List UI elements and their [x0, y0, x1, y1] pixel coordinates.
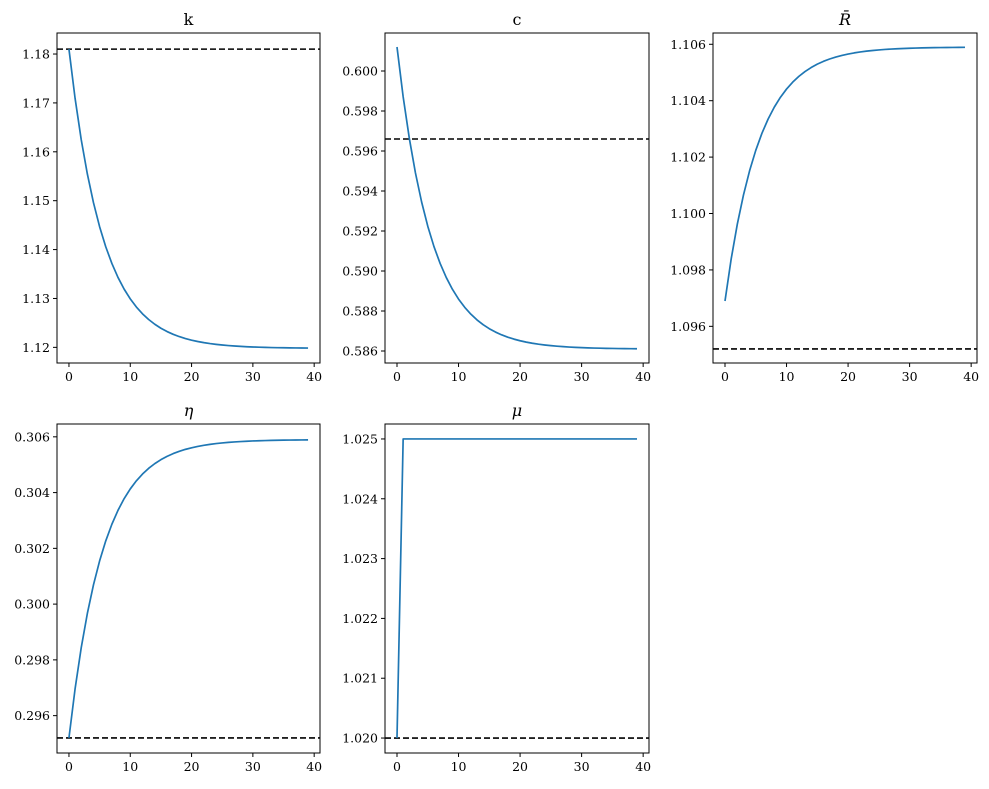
x-tick-label: 20: [184, 369, 200, 384]
x-tick-label: 20: [840, 369, 856, 384]
y-tick-label: 1.13: [22, 291, 50, 306]
series-line-1: [724, 46, 966, 302]
panel-title: c: [513, 10, 522, 29]
y-tick-label: 0.300: [14, 597, 50, 612]
panel-title: η: [184, 401, 194, 420]
y-tick-label: 0.298: [14, 652, 50, 667]
y-tick-label: 1.104: [670, 93, 706, 108]
x-tick-label: 10: [122, 369, 138, 384]
y-tick-label: 1.025: [342, 431, 378, 446]
y-tick-label: 1.100: [670, 206, 706, 221]
panel-title: k: [184, 10, 194, 29]
series-line-1: [396, 46, 638, 350]
y-tick-label: 0.304: [14, 485, 50, 500]
y-tick-label: 1.102: [670, 150, 706, 165]
panel-1: k 0 10 20 30 40 1.12 1.13 1.14 1.15 1.16 1.17 1.18: [22, 10, 322, 384]
panel-2: c 0 10 20 30 40 0.586 0.588 0.590 0.592 0.594 0.596…: [342, 10, 651, 384]
y-tick-label: 0.592: [342, 224, 378, 239]
series-line-1: [68, 49, 309, 349]
x-tick-label: 20: [184, 759, 200, 774]
y-tick-label: 1.15: [22, 193, 50, 208]
y-tick-label: 0.296: [14, 708, 50, 723]
x-tick-label: 40: [635, 759, 651, 774]
axes-frame: [384, 423, 650, 754]
axes-frame: [712, 32, 978, 364]
panel-4: η 0 10 20 30 40 0.296 0.298 0.300 0.302 0.304 0.306: [14, 401, 322, 774]
y-tick-label: 1.17: [22, 95, 50, 110]
x-tick-label: 20: [512, 759, 528, 774]
y-tick-label: 1.14: [22, 242, 50, 257]
y-tick-label: 0.302: [14, 541, 50, 556]
x-tick-label: 30: [245, 369, 261, 384]
x-tick-label: 10: [451, 369, 467, 384]
x-tick-label: 30: [902, 369, 918, 384]
y-tick-label: 0.590: [342, 264, 378, 279]
series-line-1: [396, 438, 637, 739]
x-tick-label: 10: [122, 759, 138, 774]
x-tick-label: 30: [574, 759, 590, 774]
series-line-1: [68, 439, 309, 739]
y-tick-label: 1.024: [342, 491, 378, 506]
panel-3: R̄ 0 10 20 30 40 1.096 1.098 1.100 1.102 1.104 1.10…: [670, 8, 979, 384]
x-tick-label: 40: [306, 369, 322, 384]
x-tick-label: 40: [635, 369, 651, 384]
y-tick-label: 1.020: [342, 731, 378, 746]
x-tick-label: 10: [451, 759, 467, 774]
y-tick-label: 0.306: [14, 429, 50, 444]
y-tick-label: 1.106: [670, 37, 706, 52]
panel-title: μ: [512, 401, 522, 420]
y-tick-label: 1.18: [22, 47, 50, 62]
y-tick-label: 0.596: [342, 144, 378, 159]
y-tick-label: 1.096: [670, 319, 706, 334]
axes-frame: [56, 423, 321, 754]
y-tick-label: 0.598: [342, 104, 378, 119]
x-tick-label: 0: [65, 369, 73, 384]
x-tick-label: 40: [963, 369, 979, 384]
x-tick-label: 0: [393, 759, 401, 774]
y-tick-label: 1.12: [22, 340, 50, 355]
x-tick-label: 0: [721, 369, 729, 384]
y-tick-label: 0.588: [342, 304, 378, 319]
y-tick-label: 1.021: [342, 671, 378, 686]
axes-frame: [384, 32, 650, 364]
y-tick-label: 0.600: [342, 64, 378, 79]
y-tick-label: 0.594: [342, 184, 378, 199]
y-tick-label: 1.16: [22, 144, 50, 159]
x-tick-label: 10: [779, 369, 795, 384]
y-tick-label: 1.098: [670, 262, 706, 277]
y-tick-label: 1.022: [342, 611, 378, 626]
x-tick-label: 30: [574, 369, 590, 384]
x-tick-label: 30: [245, 759, 261, 774]
y-tick-label: 0.586: [342, 344, 378, 359]
x-tick-label: 40: [306, 759, 322, 774]
panel-title: R̄: [838, 8, 851, 29]
y-tick-label: 1.023: [342, 551, 378, 566]
x-tick-label: 0: [65, 759, 73, 774]
panel-5: μ 0 10 20 30 40 1.020 1.021 1.022 1.023 1.024 1.025: [342, 401, 651, 774]
axes-frame: [56, 32, 321, 364]
x-tick-label: 0: [393, 369, 401, 384]
x-tick-label: 20: [512, 369, 528, 384]
